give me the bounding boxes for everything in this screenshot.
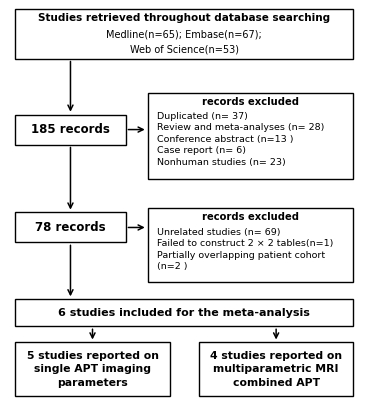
FancyBboxPatch shape xyxy=(199,342,353,396)
Text: 6 studies included for the meta-analysis: 6 studies included for the meta-analysis xyxy=(58,308,310,318)
Text: Duplicated (n= 37)
Review and meta-analyses (n= 28)
Conference abstract (n=13 )
: Duplicated (n= 37) Review and meta-analy… xyxy=(157,112,324,166)
FancyBboxPatch shape xyxy=(15,9,353,59)
FancyBboxPatch shape xyxy=(15,299,353,326)
Text: 185 records: 185 records xyxy=(31,123,110,136)
FancyBboxPatch shape xyxy=(147,209,353,282)
Text: Studies retrieved throughout database searching: Studies retrieved throughout database se… xyxy=(38,13,330,23)
FancyBboxPatch shape xyxy=(147,93,353,178)
Text: 5 studies reported on
single APT imaging
parameters: 5 studies reported on single APT imaging… xyxy=(26,351,158,387)
Text: Unrelated studies (n= 69)
Failed to construct 2 × 2 tables(n=1)
Partially overla: Unrelated studies (n= 69) Failed to cons… xyxy=(157,228,333,271)
Text: 4 studies reported on
multiparametric MRI
combined APT: 4 studies reported on multiparametric MR… xyxy=(210,351,342,387)
Text: Web of Science(n=53): Web of Science(n=53) xyxy=(130,45,239,55)
Text: Medline(n=65); Embase(n=67);: Medline(n=65); Embase(n=67); xyxy=(106,29,262,39)
Text: records excluded: records excluded xyxy=(202,213,299,223)
FancyBboxPatch shape xyxy=(15,342,170,396)
FancyBboxPatch shape xyxy=(15,115,126,144)
Text: records excluded: records excluded xyxy=(202,97,299,107)
Text: 78 records: 78 records xyxy=(35,221,106,234)
FancyBboxPatch shape xyxy=(15,213,126,243)
